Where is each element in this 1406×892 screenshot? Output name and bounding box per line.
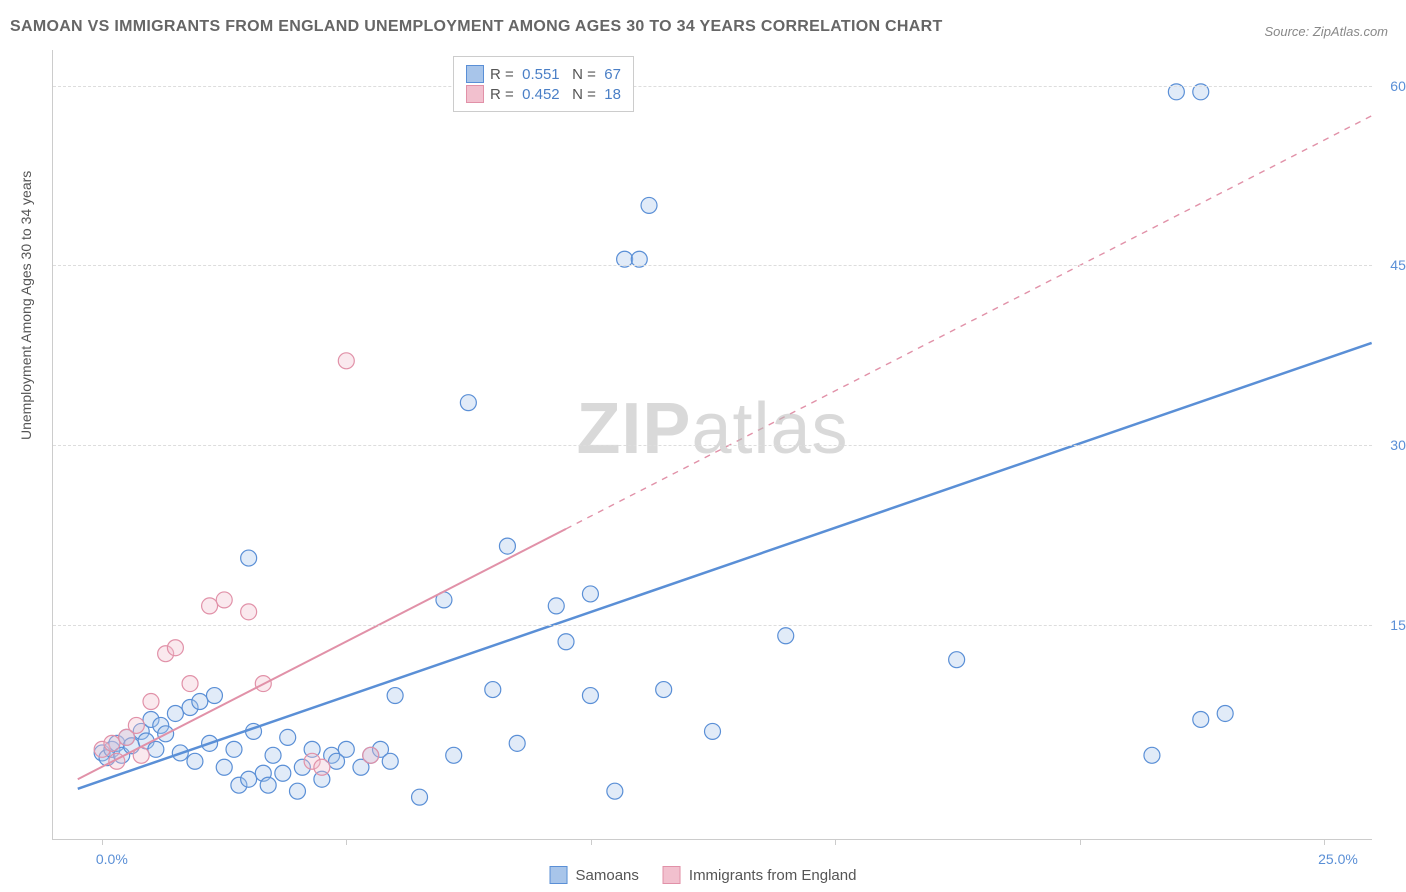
y-axis-label: Unemployment Among Ages 30 to 34 years: [18, 171, 34, 440]
data-point: [187, 753, 203, 769]
legend-swatch-icon: [663, 866, 681, 884]
legend-bottom-label: Samoans: [576, 867, 639, 884]
x-tick-label: 25.0%: [1318, 851, 1358, 867]
data-point: [363, 747, 379, 763]
plot-area: ZIPatlas 15.0%30.0%45.0%60.0%0.0%25.0%R …: [52, 50, 1372, 840]
data-point: [582, 688, 598, 704]
data-point: [280, 729, 296, 745]
data-point: [206, 688, 222, 704]
gridline: [53, 86, 1372, 87]
data-point: [241, 550, 257, 566]
trend-line: [78, 343, 1372, 789]
y-tick-label: 15.0%: [1390, 617, 1406, 633]
data-point: [485, 682, 501, 698]
legend-bottom: Samoans Immigrants from England: [550, 866, 857, 884]
gridline: [53, 445, 1372, 446]
x-tick: [591, 839, 592, 845]
legend-bottom-item: Immigrants from England: [663, 866, 857, 884]
trend-line: [78, 529, 566, 779]
data-point: [412, 789, 428, 805]
x-tick-label: 0.0%: [96, 851, 128, 867]
data-point: [314, 759, 330, 775]
legend-bottom-label: Immigrants from England: [689, 867, 857, 884]
legend-r-text: R = 0.452 N = 18: [490, 86, 621, 103]
data-point: [446, 747, 462, 763]
data-point: [949, 652, 965, 668]
data-point: [260, 777, 276, 793]
y-tick-label: 30.0%: [1390, 437, 1406, 453]
x-tick: [1324, 839, 1325, 845]
x-tick: [835, 839, 836, 845]
gridline: [53, 625, 1372, 626]
data-point: [387, 688, 403, 704]
data-point: [705, 723, 721, 739]
data-point: [241, 771, 257, 787]
legend-swatch-icon: [550, 866, 568, 884]
data-point: [338, 741, 354, 757]
data-point: [1144, 747, 1160, 763]
y-tick-label: 45.0%: [1390, 257, 1406, 273]
source-label: Source: ZipAtlas.com: [1264, 24, 1388, 39]
data-point: [275, 765, 291, 781]
data-point: [241, 604, 257, 620]
data-point: [656, 682, 672, 698]
data-point: [641, 197, 657, 213]
x-tick: [346, 839, 347, 845]
data-point: [778, 628, 794, 644]
data-point: [548, 598, 564, 614]
data-point: [104, 735, 120, 751]
x-tick: [102, 839, 103, 845]
legend-swatch-icon: [466, 85, 484, 103]
data-point: [226, 741, 242, 757]
data-point: [338, 353, 354, 369]
trend-line-dashed: [566, 116, 1372, 529]
data-point: [167, 640, 183, 656]
data-point: [558, 634, 574, 650]
x-tick: [1080, 839, 1081, 845]
chart-container: SAMOAN VS IMMIGRANTS FROM ENGLAND UNEMPL…: [0, 0, 1406, 892]
legend-swatch-icon: [466, 65, 484, 83]
data-point: [148, 741, 164, 757]
data-point: [289, 783, 305, 799]
data-point: [167, 705, 183, 721]
data-point: [192, 694, 208, 710]
gridline: [53, 265, 1372, 266]
data-point: [128, 717, 144, 733]
data-point: [265, 747, 281, 763]
data-point: [607, 783, 623, 799]
data-point: [216, 759, 232, 775]
data-point: [1193, 711, 1209, 727]
chart-title: SAMOAN VS IMMIGRANTS FROM ENGLAND UNEMPL…: [10, 18, 943, 36]
legend-top: R = 0.551 N = 67 R = 0.452 N = 18: [453, 56, 634, 112]
legend-bottom-item: Samoans: [550, 866, 639, 884]
data-point: [182, 676, 198, 692]
data-point: [143, 694, 159, 710]
legend-r-text: R = 0.551 N = 67: [490, 66, 621, 83]
data-point: [216, 592, 232, 608]
data-point: [202, 598, 218, 614]
data-point: [509, 735, 525, 751]
data-point: [460, 395, 476, 411]
legend-row: R = 0.551 N = 67: [466, 65, 621, 83]
data-point: [499, 538, 515, 554]
data-point: [582, 586, 598, 602]
data-point: [382, 753, 398, 769]
legend-row: R = 0.452 N = 18: [466, 85, 621, 103]
y-tick-label: 60.0%: [1390, 78, 1406, 94]
data-point: [1217, 705, 1233, 721]
